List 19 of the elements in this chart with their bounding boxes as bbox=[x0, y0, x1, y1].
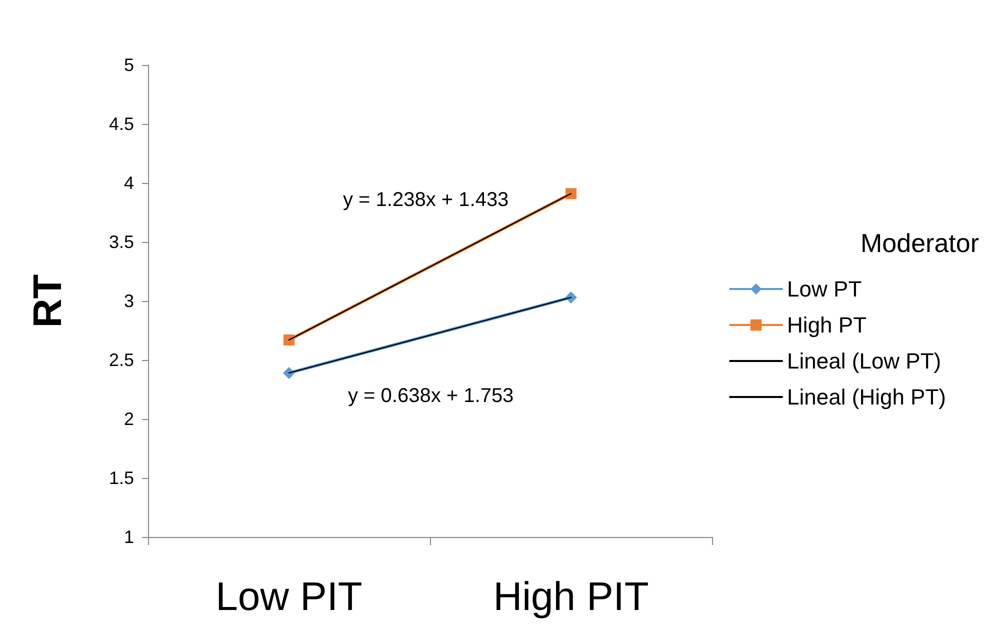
legend-label: High PT bbox=[787, 312, 867, 338]
legend-label: Lineal (Low PT) bbox=[787, 348, 942, 374]
legend-label: Lineal (High PT) bbox=[787, 384, 946, 410]
y-axis-title: RT bbox=[26, 274, 70, 328]
legend-label: Low PT bbox=[787, 276, 862, 302]
legend-title: Moderator bbox=[860, 228, 980, 258]
y-tick-label: 1 bbox=[124, 527, 134, 547]
y-tick-label: 5 bbox=[124, 55, 134, 75]
x-tick-label: Low PIT bbox=[216, 575, 362, 619]
y-tick-label: 4.5 bbox=[108, 114, 134, 134]
annotation: y = 0.638x + 1.753 bbox=[348, 385, 514, 407]
y-tick-label: 3.5 bbox=[108, 232, 134, 252]
annotation: y = 1.238x + 1.433 bbox=[343, 189, 509, 211]
x-tick-label: High PIT bbox=[493, 575, 649, 619]
y-tick-label: 3 bbox=[124, 291, 134, 311]
y-tick-label: 4 bbox=[124, 173, 134, 193]
y-tick-label: 2.5 bbox=[108, 350, 134, 370]
y-tick-label: 1.5 bbox=[108, 468, 134, 488]
y-tick-label: 2 bbox=[124, 409, 134, 429]
